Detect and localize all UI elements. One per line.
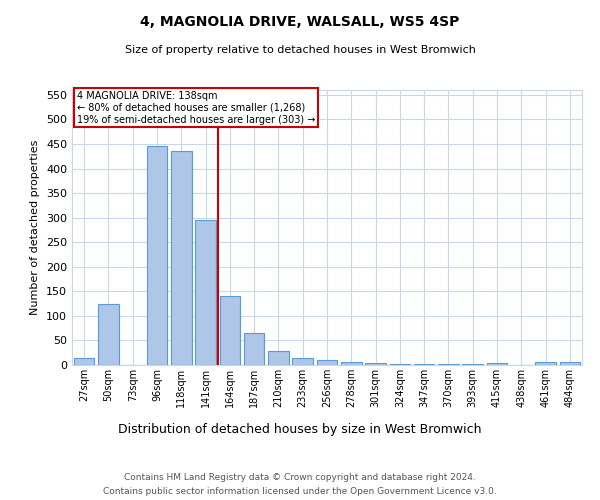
Bar bbox=[414, 364, 434, 365]
Bar bbox=[438, 364, 459, 365]
Bar bbox=[292, 358, 313, 365]
Bar bbox=[365, 362, 386, 365]
Bar bbox=[487, 363, 508, 365]
Bar bbox=[535, 362, 556, 365]
Text: 4, MAGNOLIA DRIVE, WALSALL, WS5 4SP: 4, MAGNOLIA DRIVE, WALSALL, WS5 4SP bbox=[140, 15, 460, 29]
Text: Distribution of detached houses by size in West Bromwich: Distribution of detached houses by size … bbox=[118, 422, 482, 436]
Bar bbox=[98, 304, 119, 365]
Bar bbox=[220, 296, 240, 365]
Bar bbox=[317, 360, 337, 365]
Bar bbox=[268, 351, 289, 365]
Bar bbox=[244, 333, 265, 365]
Bar bbox=[195, 220, 216, 365]
Text: Size of property relative to detached houses in West Bromwich: Size of property relative to detached ho… bbox=[125, 45, 475, 55]
Bar bbox=[463, 364, 483, 365]
Text: Contains public sector information licensed under the Open Government Licence v3: Contains public sector information licen… bbox=[103, 488, 497, 496]
Bar bbox=[341, 362, 362, 365]
Bar bbox=[171, 152, 191, 365]
Bar bbox=[146, 146, 167, 365]
Y-axis label: Number of detached properties: Number of detached properties bbox=[31, 140, 40, 315]
Text: 4 MAGNOLIA DRIVE: 138sqm
← 80% of detached houses are smaller (1,268)
19% of sem: 4 MAGNOLIA DRIVE: 138sqm ← 80% of detach… bbox=[77, 92, 316, 124]
Bar bbox=[74, 358, 94, 365]
Bar bbox=[560, 362, 580, 365]
Bar bbox=[389, 364, 410, 365]
Text: Contains HM Land Registry data © Crown copyright and database right 2024.: Contains HM Land Registry data © Crown c… bbox=[124, 472, 476, 482]
